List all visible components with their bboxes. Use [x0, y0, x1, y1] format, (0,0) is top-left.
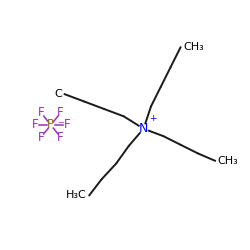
- Text: F: F: [32, 118, 38, 132]
- Text: F: F: [57, 130, 64, 143]
- Text: F: F: [38, 130, 44, 143]
- Text: H₃C: H₃C: [66, 190, 87, 200]
- Text: +: +: [149, 114, 156, 123]
- Text: N: N: [139, 122, 148, 135]
- Text: F: F: [38, 106, 44, 120]
- Text: F: F: [64, 118, 70, 132]
- Text: P: P: [47, 118, 54, 132]
- Text: −: −: [57, 118, 64, 127]
- Text: F: F: [57, 106, 64, 120]
- Text: CH₃: CH₃: [183, 42, 204, 52]
- Text: CH₃: CH₃: [218, 156, 238, 166]
- Text: C: C: [54, 89, 62, 99]
